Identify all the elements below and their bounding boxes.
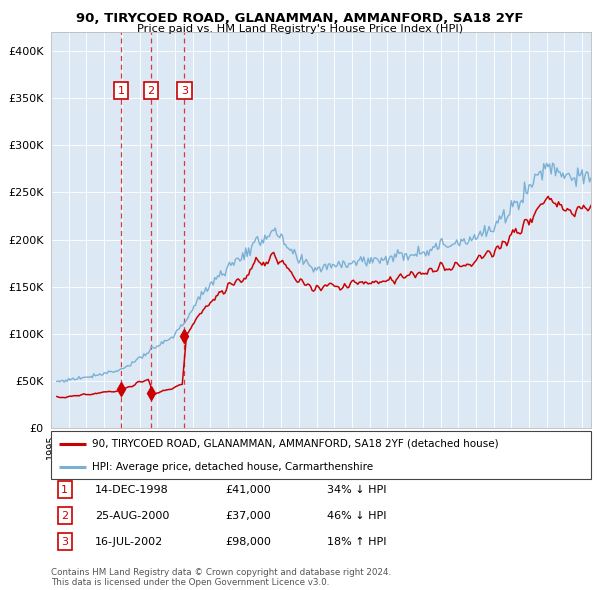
Text: 1: 1 — [118, 86, 125, 96]
Text: £98,000: £98,000 — [225, 537, 271, 546]
Text: 3: 3 — [61, 537, 68, 546]
Text: 16-JUL-2002: 16-JUL-2002 — [95, 537, 163, 546]
Text: 2: 2 — [61, 511, 68, 520]
Text: 1: 1 — [61, 485, 68, 494]
Text: HPI: Average price, detached house, Carmarthenshire: HPI: Average price, detached house, Carm… — [91, 462, 373, 472]
Text: £37,000: £37,000 — [225, 511, 271, 520]
Text: Price paid vs. HM Land Registry's House Price Index (HPI): Price paid vs. HM Land Registry's House … — [137, 24, 463, 34]
Text: 90, TIRYCOED ROAD, GLANAMMAN, AMMANFORD, SA18 2YF: 90, TIRYCOED ROAD, GLANAMMAN, AMMANFORD,… — [76, 12, 524, 25]
FancyBboxPatch shape — [51, 431, 591, 479]
Text: £41,000: £41,000 — [225, 485, 271, 494]
Text: 46% ↓ HPI: 46% ↓ HPI — [327, 511, 386, 520]
Text: 34% ↓ HPI: 34% ↓ HPI — [327, 485, 386, 494]
Text: 3: 3 — [181, 86, 188, 96]
Text: 18% ↑ HPI: 18% ↑ HPI — [327, 537, 386, 546]
Text: 14-DEC-1998: 14-DEC-1998 — [95, 485, 169, 494]
Text: Contains HM Land Registry data © Crown copyright and database right 2024.: Contains HM Land Registry data © Crown c… — [51, 568, 391, 577]
Text: This data is licensed under the Open Government Licence v3.0.: This data is licensed under the Open Gov… — [51, 578, 329, 587]
Text: 25-AUG-2000: 25-AUG-2000 — [95, 511, 169, 520]
Text: 2: 2 — [148, 86, 155, 96]
Text: 90, TIRYCOED ROAD, GLANAMMAN, AMMANFORD, SA18 2YF (detached house): 90, TIRYCOED ROAD, GLANAMMAN, AMMANFORD,… — [91, 439, 498, 449]
